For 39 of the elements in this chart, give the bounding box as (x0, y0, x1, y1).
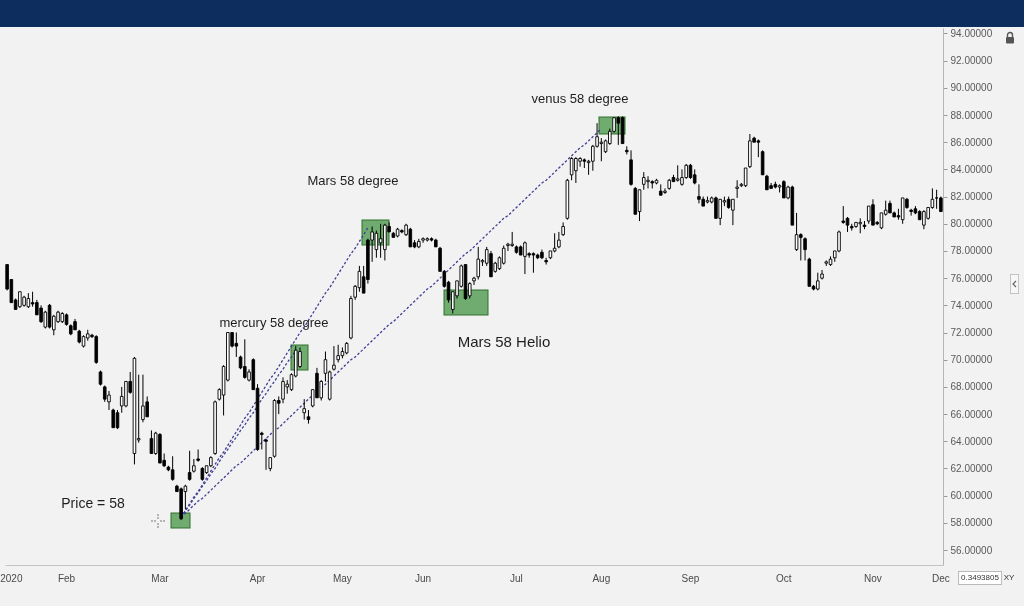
text: XY (1003, 573, 1015, 582)
y-tick-label: 76.00000 (950, 272, 993, 284)
y-tick-label: 78.00000 (950, 245, 993, 257)
x-tick-label: Dec (931, 572, 950, 584)
x-tick-label: Feb (57, 572, 76, 584)
x-tick-label: 2020 (0, 572, 23, 584)
x-tick-label: Nov (864, 572, 882, 584)
y-tick-label: 82.00000 (950, 191, 993, 203)
y-tick-label: 88.00000 (950, 109, 993, 121)
x-tick-label: Sep (681, 572, 700, 584)
y-tick-label: 90.00000 (950, 82, 993, 94)
y-tick-label: 94.00000 (950, 27, 993, 39)
x-tick-label: Aug (592, 572, 611, 584)
y-tick-label: 68.00000 (950, 381, 993, 393)
y-tick-label: 64.00000 (950, 435, 993, 447)
y-tick-label: 92.00000 (950, 55, 993, 67)
x-tick-label: Apr (249, 572, 266, 584)
y-tick-label: 86.00000 (950, 136, 993, 148)
x-tick-label: May (332, 572, 352, 584)
annotation: mercury 58 degree (219, 314, 329, 330)
y-tick-label: 80.00000 (950, 218, 993, 230)
annotation: Mars 58 degree (307, 172, 399, 188)
y-tick-label: 60.00000 (950, 490, 993, 502)
y-tick-label: 84.00000 (950, 163, 993, 175)
y-tick-label: 56.00000 (950, 544, 993, 556)
x-tick-label: Jul (510, 572, 523, 584)
annotation: Price = 58 (61, 495, 125, 511)
annotation: venus 58 degree (531, 90, 629, 106)
x-tick-label: Jun (415, 572, 432, 584)
annotation: Mars 58 Helio (457, 332, 551, 350)
y-tick-label: 72.00000 (950, 327, 993, 339)
x-tick-label: Mar (151, 572, 170, 584)
text: 0.3493805 (958, 571, 1002, 585)
y-tick-label: 74.00000 (950, 299, 993, 311)
y-tick-label: 62.00000 (950, 462, 993, 474)
x-tick-label: Oct (776, 572, 792, 584)
y-tick-label: 58.00000 (950, 517, 993, 529)
y-tick-label: 70.00000 (950, 354, 993, 366)
y-tick-label: 66.00000 (950, 408, 993, 420)
